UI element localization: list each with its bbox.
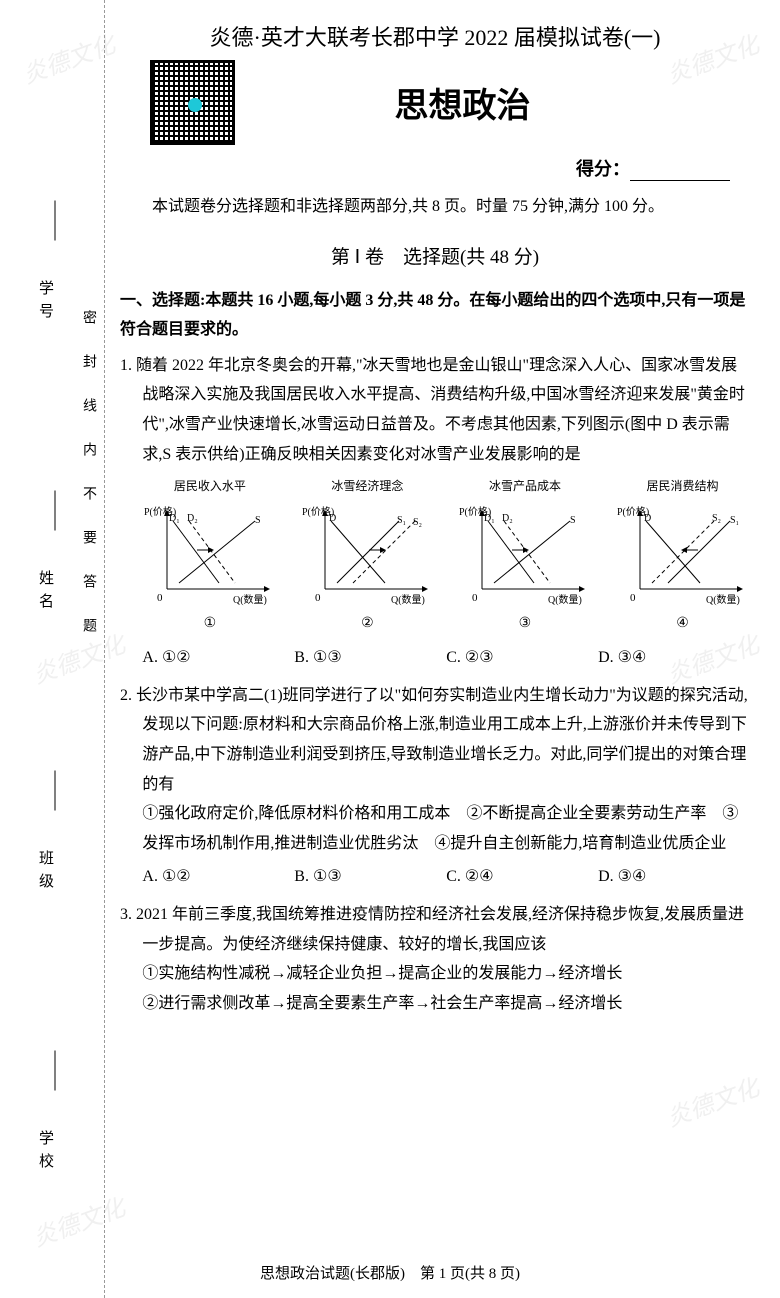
option-a: A. ①② xyxy=(142,862,294,892)
question-3-item2: ②进行需求侧改革→提高全要素生产率→社会生产率提高→经济增长 xyxy=(120,989,750,1019)
svg-text:D₁: D₁ xyxy=(484,513,495,524)
exam-intro: 本试题卷分选择题和非选择题两部分,共 8 页。时量 75 分钟,满分 100 分… xyxy=(120,193,750,220)
econ-chart: 冰雪产品成本 P(价格) Q(数量) 0 D₁ D₂ S ③ xyxy=(457,475,592,637)
question-2-text: 2. 长沙市某中学高二(1)班同学进行了以"如何夯实制造业内生增长动力"为议题的… xyxy=(120,681,750,799)
side-label-school: 学校 xyxy=(35,1130,56,1176)
svg-text:Q(数量): Q(数量) xyxy=(233,593,267,606)
score-blank xyxy=(630,180,730,181)
section-1-instructions: 一、选择题:本题共 16 小题,每小题 3 分,共 48 分。在每小题给出的四个… xyxy=(120,287,750,345)
question-2-options: A. ①② B. ①③ C. ②④ D. ③④ xyxy=(120,862,750,892)
svg-text:0: 0 xyxy=(472,592,478,604)
side-blank xyxy=(55,771,56,811)
seal-line-text: 密封线内不要答题 xyxy=(78,310,98,662)
side-blank xyxy=(55,1051,56,1091)
econ-chart: 居民消费结构 P(价格) Q(数量) 0 D S₁ S₂ ④ xyxy=(615,475,750,637)
chart-number: ① xyxy=(142,611,277,637)
subject-title: 思想政治 xyxy=(255,78,750,127)
chart-title: 居民收入水平 xyxy=(142,475,277,497)
svg-text:S: S xyxy=(570,515,576,526)
question-2-items: ①强化政府定价,降低原材料价格和用工成本 ②不断提高企业全要素劳动生产率 ③发挥… xyxy=(120,799,750,858)
chart-title: 居民消费结构 xyxy=(615,475,750,497)
question-1-options: A. ①② B. ①③ C. ②③ D. ③④ xyxy=(120,643,750,673)
svg-text:S₁: S₁ xyxy=(397,515,406,526)
svg-text:S₂: S₂ xyxy=(712,513,721,524)
score-line: 得分： xyxy=(120,155,750,181)
side-label-name: 姓名 xyxy=(35,570,56,616)
svg-text:D: D xyxy=(329,513,336,524)
side-blank xyxy=(55,201,56,241)
question-3-item1: ①实施结构性减税→减轻企业负担→提高企业的发展能力→经济增长 xyxy=(120,959,750,989)
question-2: 2. 长沙市某中学高二(1)班同学进行了以"如何夯实制造业内生增长动力"为议题的… xyxy=(120,681,750,892)
svg-text:S₁: S₁ xyxy=(730,515,739,526)
svg-text:0: 0 xyxy=(157,592,163,604)
econ-chart: 冰雪经济理念 P(价格) Q(数量) 0 D S₁ S₂ ② xyxy=(300,475,435,637)
score-label: 得分： xyxy=(576,159,630,179)
question-1: 1. 随着 2022 年北京冬奥会的开幕,"冰天雪地也是金山银山"理念深入人心、… xyxy=(120,351,750,673)
side-blank xyxy=(55,491,56,531)
side-label-class: 班级 xyxy=(35,850,56,896)
svg-text:Q(数量): Q(数量) xyxy=(706,593,740,606)
svg-text:S₂: S₂ xyxy=(413,517,422,528)
chart-number: ④ xyxy=(615,611,750,637)
page-footer: 思想政治试题(长郡版) 第 1 页(共 8 页) xyxy=(0,1262,780,1283)
svg-text:D₁: D₁ xyxy=(169,513,180,524)
svg-text:Q(数量): Q(数量) xyxy=(391,593,425,606)
svg-text:S: S xyxy=(255,515,261,526)
svg-text:0: 0 xyxy=(315,592,321,604)
svg-text:Q(数量): Q(数量) xyxy=(548,593,582,606)
question-3-text: 3. 2021 年前三季度,我国统筹推进疫情防控和经济社会发展,经济保持稳步恢复… xyxy=(120,900,750,959)
svg-text:D₂: D₂ xyxy=(502,513,513,524)
qr-code xyxy=(150,60,235,145)
main-content: 炎德·英才大联考长郡中学 2022 届模拟试卷(一) 思想政治 得分： 本试题卷… xyxy=(115,0,765,1022)
section-1-title: 第 Ⅰ 卷 选择题(共 48 分) xyxy=(120,242,750,269)
option-b: B. ①③ xyxy=(294,862,446,892)
svg-text:D: D xyxy=(644,513,651,524)
svg-text:0: 0 xyxy=(630,592,636,604)
chart-number: ③ xyxy=(457,611,592,637)
question-1-charts: 居民收入水平 P(价格) Q(数量) 0 D₁ D₂ S ①冰雪经济理念 P(价… xyxy=(120,475,750,637)
option-c: C. ②③ xyxy=(446,643,598,673)
question-1-text: 1. 随着 2022 年北京冬奥会的开幕,"冰天雪地也是金山银山"理念深入人心、… xyxy=(120,351,750,469)
option-d: D. ③④ xyxy=(598,643,750,673)
option-a: A. ①② xyxy=(142,643,294,673)
exam-title: 炎德·英才大联考长郡中学 2022 届模拟试卷(一) xyxy=(120,20,750,52)
chart-number: ② xyxy=(300,611,435,637)
question-3: 3. 2021 年前三季度,我国统筹推进疫情防控和经济社会发展,经济保持稳步恢复… xyxy=(120,900,750,1018)
option-d: D. ③④ xyxy=(598,862,750,892)
answer-sheet-margin: 密封线内不要答题 学号 姓名 班级 学校 xyxy=(0,0,105,1298)
svg-text:D₂: D₂ xyxy=(187,513,198,524)
option-c: C. ②④ xyxy=(446,862,598,892)
option-b: B. ①③ xyxy=(294,643,446,673)
side-label-student-id: 学号 xyxy=(35,280,56,326)
chart-title: 冰雪经济理念 xyxy=(300,475,435,497)
chart-title: 冰雪产品成本 xyxy=(457,475,592,497)
header-row: 思想政治 xyxy=(120,60,750,145)
watermark: 炎德文化 xyxy=(661,1068,763,1134)
econ-chart: 居民收入水平 P(价格) Q(数量) 0 D₁ D₂ S ① xyxy=(142,475,277,637)
